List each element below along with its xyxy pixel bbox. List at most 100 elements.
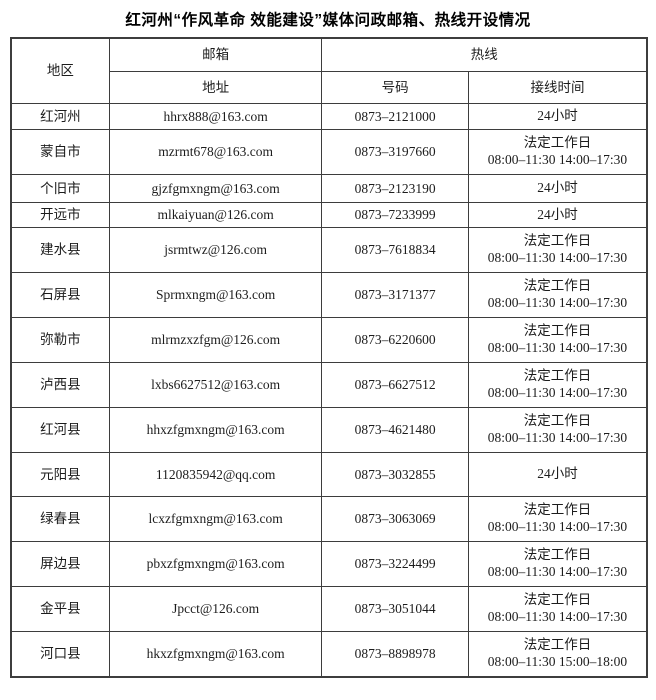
email-cell: lcxzfgmxngm@163.com bbox=[108, 496, 323, 542]
mailbox-hotline-table: 地区 邮箱 热线 地址 号码 接线时间 红河州 hhrx888@163.com 08… bbox=[10, 37, 648, 678]
answer-time-line: 24小时 bbox=[537, 466, 578, 482]
answer-time-line: 法定工作日 bbox=[523, 368, 592, 384]
phone-cell: 0873–2123190 bbox=[321, 174, 469, 203]
phone-cell: 0873–4621480 bbox=[321, 407, 469, 453]
answer-time-cell: 法定工作日 08:00–11:30 14:00–17:30 bbox=[467, 407, 648, 453]
region-cell: 金平县 bbox=[10, 586, 110, 632]
answer-time-line: 法定工作日 bbox=[523, 135, 592, 151]
email-cell: pbxzfgmxngm@163.com bbox=[108, 541, 323, 587]
answer-time-cell: 24小时 bbox=[467, 202, 648, 228]
header-row-sub: 地址 号码 接线时间 bbox=[11, 71, 648, 104]
table-row: 弥勒市 mlrmzxzfgm@126.com 0873–6220600 法定工作日 08… bbox=[10, 317, 648, 363]
table-row: 绿春县 lcxzfgmxngm@163.com 0873–3063069 法定工作日 0… bbox=[10, 496, 648, 542]
answer-time-cell: 法定工作日 08:00–11:30 14:00–17:30 bbox=[467, 496, 648, 542]
email-cell: lxbs6627512@163.com bbox=[108, 362, 323, 408]
answer-time-line: 法定工作日 bbox=[523, 636, 592, 652]
table-row: 建水县 jsrmtwz@126.com 0873–7618834 法定工作日 08:00… bbox=[10, 227, 648, 273]
region-cell: 河口县 bbox=[10, 631, 110, 677]
phone-cell: 0873–6220600 bbox=[321, 317, 469, 363]
table-row: 红河县 hhxzfgmxngm@163.com 0873–4621480 法定工作日 0… bbox=[10, 407, 648, 453]
answer-time-cell: 法定工作日 08:00–11:30 14:00–17:30 bbox=[467, 129, 648, 175]
email-cell: hhxzfgmxngm@163.com bbox=[108, 407, 323, 453]
phone-cell: 0873–6627512 bbox=[321, 362, 469, 408]
answer-time-line: 24小时 bbox=[537, 206, 578, 222]
header-mailbox-group: 邮箱 bbox=[108, 37, 323, 72]
header-answer-time: 接线时间 bbox=[467, 71, 648, 104]
table-row: 元阳县 1120835942@qq.com 0873–3032855 24小时 bbox=[10, 452, 648, 497]
email-cell: mzrmt678@163.com bbox=[108, 129, 323, 175]
table-body: 红河州 hhrx888@163.com 0873–2121000 24小时 蒙自市 mzr… bbox=[10, 103, 648, 677]
answer-time-line: 24小时 bbox=[537, 180, 578, 196]
answer-time-line: 08:00–11:30 14:00–17:30 bbox=[487, 430, 628, 445]
region-cell: 元阳县 bbox=[10, 452, 110, 497]
answer-time-cell: 24小时 bbox=[467, 452, 648, 497]
phone-cell: 0873–7618834 bbox=[321, 227, 469, 273]
table-row: 河口县 hkxzfgmxngm@163.com 0873–8898978 法定工作日 0… bbox=[10, 631, 648, 677]
region-cell: 个旧市 bbox=[10, 174, 110, 203]
answer-time-line: 08:00–11:30 14:00–17:30 bbox=[487, 519, 628, 534]
answer-time-cell: 法定工作日 08:00–11:30 14:00–17:30 bbox=[467, 317, 648, 363]
email-cell: Jpcct@126.com bbox=[108, 586, 323, 632]
table-row: 屏边县 pbxzfgmxngm@163.com 0873–3224499 法定工作日 0… bbox=[10, 541, 648, 587]
answer-time-cell: 法定工作日 08:00–11:30 14:00–17:30 bbox=[467, 586, 648, 632]
answer-time-line: 08:00–11:30 14:00–17:30 bbox=[487, 609, 628, 624]
phone-cell: 0873–2121000 bbox=[321, 103, 469, 130]
table-row: 个旧市 gjzfgmxngm@163.com 0873–2123190 24小时 bbox=[10, 174, 648, 203]
phone-cell: 0873–3224499 bbox=[321, 541, 469, 587]
table-row: 开远市 mlkaiyuan@126.com 0873–7233999 24小时 bbox=[10, 202, 648, 228]
answer-time-cell: 法定工作日 08:00–11:30 14:00–17:30 bbox=[467, 272, 648, 318]
region-cell: 屏边县 bbox=[10, 541, 110, 587]
answer-time-cell: 法定工作日 08:00–11:30 14:00–17:30 bbox=[467, 362, 648, 408]
answer-time-line: 08:00–11:30 14:00–17:30 bbox=[487, 295, 628, 310]
answer-time-line: 法定工作日 bbox=[523, 547, 592, 563]
header-region: 地区 bbox=[10, 37, 110, 104]
region-cell: 红河州 bbox=[10, 103, 110, 130]
region-cell: 开远市 bbox=[10, 202, 110, 228]
answer-time-line: 法定工作日 bbox=[523, 233, 592, 249]
header-number: 号码 bbox=[321, 71, 469, 104]
region-cell: 红河县 bbox=[10, 407, 110, 453]
header-address: 地址 bbox=[108, 71, 323, 104]
region-cell: 石屏县 bbox=[10, 272, 110, 318]
answer-time-line: 法定工作日 bbox=[523, 278, 592, 294]
answer-time-cell: 24小时 bbox=[467, 103, 648, 130]
email-cell: hkxzfgmxngm@163.com bbox=[108, 631, 323, 677]
answer-time-line: 08:00–11:30 14:00–17:30 bbox=[487, 340, 628, 355]
table-row: 蒙自市 mzrmt678@163.com 0873–3197660 法定工作日 08:0… bbox=[10, 129, 648, 175]
answer-time-cell: 法定工作日 08:00–11:30 14:00–17:30 bbox=[467, 227, 648, 273]
table-row: 石屏县 Sprmxngm@163.com 0873–3171377 法定工作日 08:0… bbox=[10, 272, 648, 318]
region-cell: 绿春县 bbox=[10, 496, 110, 542]
answer-time-line: 法定工作日 bbox=[523, 592, 592, 608]
table-header: 地区 邮箱 热线 地址 号码 接线时间 bbox=[10, 37, 648, 104]
email-cell: mlkaiyuan@126.com bbox=[108, 202, 323, 228]
answer-time-line: 法定工作日 bbox=[523, 413, 592, 429]
table-row: 红河州 hhrx888@163.com 0873–2121000 24小时 bbox=[10, 103, 648, 130]
email-cell: jsrmtwz@126.com bbox=[108, 227, 323, 273]
answer-time-line: 08:00–11:30 15:00–18:00 bbox=[487, 653, 628, 669]
answer-time-cell: 24小时 bbox=[467, 174, 648, 203]
email-cell: Sprmxngm@163.com bbox=[108, 272, 323, 318]
email-cell: gjzfgmxngm@163.com bbox=[108, 174, 323, 203]
page-title: 红河州“作风革命 效能建设”媒体问政邮箱、热线开设情况 bbox=[125, 12, 531, 29]
email-cell: mlrmzxzfgm@126.com bbox=[108, 317, 323, 363]
answer-time-line: 法定工作日 bbox=[523, 323, 592, 339]
phone-cell: 0873–3197660 bbox=[321, 129, 469, 175]
region-cell: 弥勒市 bbox=[10, 317, 110, 363]
phone-cell: 0873–3063069 bbox=[321, 496, 469, 542]
answer-time-line: 08:00–11:30 14:00–17:30 bbox=[487, 152, 628, 167]
answer-time-line: 08:00–11:30 14:00–17:30 bbox=[487, 385, 628, 400]
header-hotline-group: 热线 bbox=[321, 37, 648, 72]
region-cell: 建水县 bbox=[10, 227, 110, 273]
header-row-group: 地区 邮箱 热线 bbox=[10, 37, 648, 104]
table-row: 金平县 Jpcct@126.com 0873–3051044 法定工作日 08:00–1… bbox=[10, 586, 648, 632]
answer-time-cell: 法定工作日 08:00–11:30 14:00–17:30 bbox=[467, 541, 648, 587]
email-cell: hhrx888@163.com bbox=[108, 103, 323, 130]
answer-time-line: 08:00–11:30 14:00–17:30 bbox=[487, 250, 628, 265]
region-cell: 泸西县 bbox=[10, 362, 110, 408]
region-cell: 蒙自市 bbox=[10, 129, 110, 175]
phone-cell: 0873–3051044 bbox=[321, 586, 469, 632]
answer-time-cell: 法定工作日 08:00–11:30 15:00–18:00 bbox=[467, 631, 648, 677]
phone-cell: 0873–7233999 bbox=[321, 202, 469, 228]
email-cell: 1120835942@qq.com bbox=[108, 452, 323, 497]
phone-cell: 0873–8898978 bbox=[321, 631, 469, 677]
